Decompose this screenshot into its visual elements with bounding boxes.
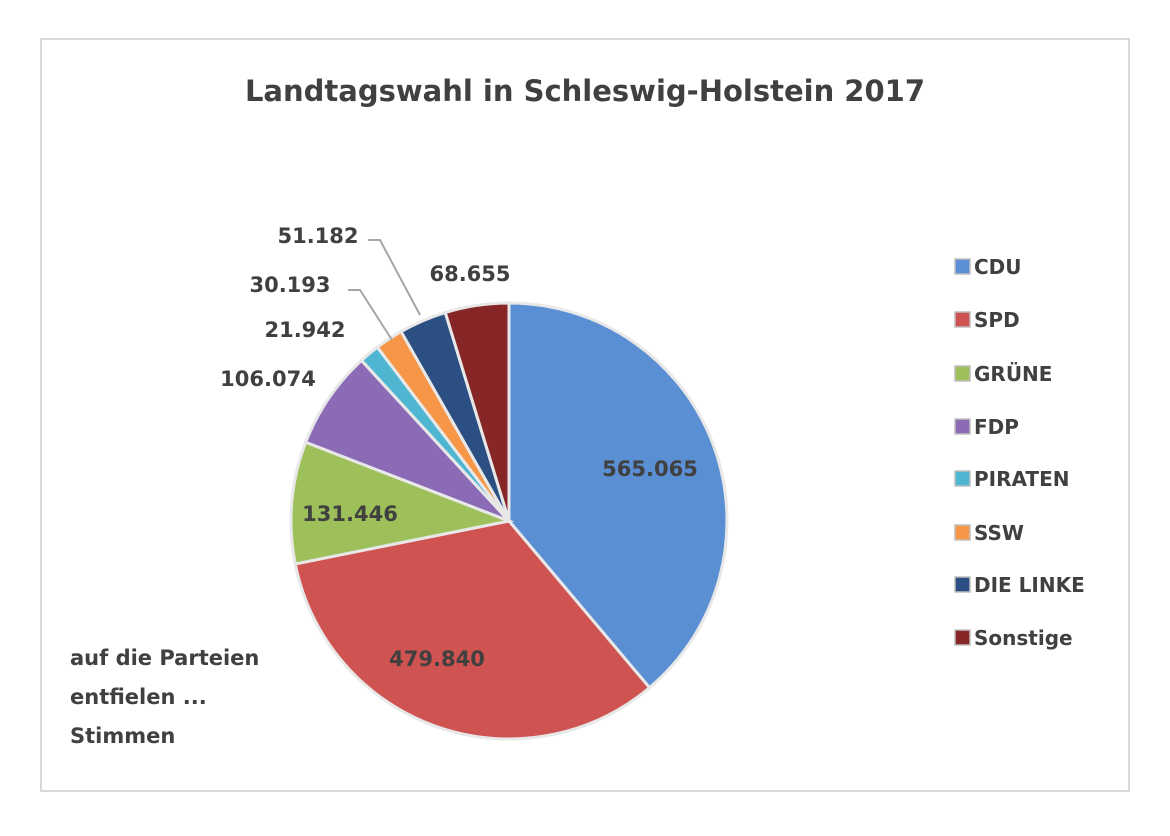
pie-slice-sonstige [443,301,511,522]
pie-slice-fdp [303,358,511,523]
legend-entry: FDP [974,415,1019,439]
legend-entry: PIRATEN [974,467,1069,491]
data-label: 21.942 [264,318,345,342]
pie-slice-cdu [507,301,729,690]
legend-swatch [954,418,971,435]
legend-swatch [954,365,971,382]
data-label: 51.182 [277,224,358,248]
legend-swatch [954,311,971,328]
legend-swatch [954,576,971,593]
legend-entry: GRÜNE [974,362,1052,386]
legend-entry: SPD [974,308,1020,332]
legend-swatch [954,470,971,487]
data-label: 479.840 [389,647,485,671]
leader-line [348,289,393,341]
data-label: 106.074 [220,367,316,391]
data-label: 68.655 [429,262,510,286]
annotation-line-1: auf die Parteien [70,646,259,670]
data-label: 131.446 [302,502,398,526]
legend-swatch [954,629,971,646]
legend-entry: DIE LINKE [974,573,1085,597]
leader-line [368,239,421,316]
legend-entry: SSW [974,521,1024,545]
legend-entry: Sonstige [974,626,1073,650]
pie-slice-grüne [289,440,515,566]
legend-swatch [954,524,971,541]
data-label: 565.065 [602,457,698,481]
legend-swatch [954,258,971,275]
chart-title: Landtagswahl in Schleswig-Holstein 2017 [245,74,925,108]
legend-entry: CDU [974,255,1022,279]
annotation-line-2: entfielen ... [70,685,207,709]
annotation-line-3: Stimmen [70,724,175,748]
pie-slice-spd [293,519,652,741]
data-label: 30.193 [249,273,330,297]
